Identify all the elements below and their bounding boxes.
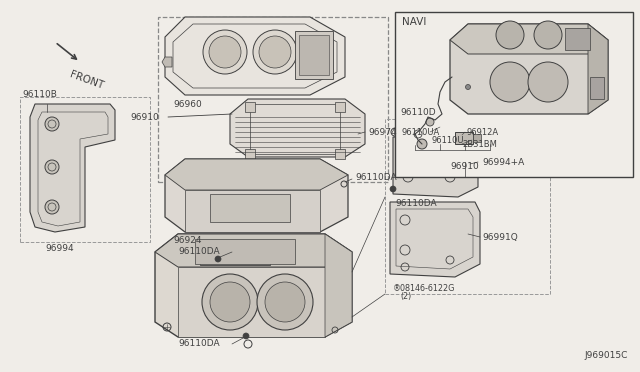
Bar xyxy=(295,31,333,79)
Polygon shape xyxy=(155,234,352,337)
Circle shape xyxy=(465,84,470,90)
Circle shape xyxy=(490,62,530,102)
Text: 96960: 96960 xyxy=(173,100,202,109)
Bar xyxy=(195,239,295,264)
Bar xyxy=(158,17,388,182)
Polygon shape xyxy=(162,57,172,67)
Circle shape xyxy=(257,274,313,330)
Polygon shape xyxy=(450,24,608,54)
Text: 96994+A: 96994+A xyxy=(482,157,524,167)
Text: 96110D: 96110D xyxy=(400,108,436,117)
Text: 96110DA: 96110DA xyxy=(178,247,220,257)
Polygon shape xyxy=(230,99,365,157)
Bar xyxy=(565,28,590,50)
Text: 96110DA: 96110DA xyxy=(355,173,397,182)
Bar xyxy=(590,77,604,99)
Bar xyxy=(455,132,473,144)
Circle shape xyxy=(253,30,297,74)
Text: FRONT: FRONT xyxy=(68,69,104,90)
Text: (2): (2) xyxy=(400,292,412,301)
Bar xyxy=(299,35,329,75)
Bar xyxy=(245,149,255,159)
Bar xyxy=(250,104,340,154)
Bar xyxy=(335,149,345,159)
Circle shape xyxy=(259,36,291,68)
Circle shape xyxy=(202,274,258,330)
Text: 96110U: 96110U xyxy=(432,135,465,144)
Circle shape xyxy=(215,256,221,262)
Bar xyxy=(385,119,550,294)
Circle shape xyxy=(203,30,247,74)
Polygon shape xyxy=(393,137,478,197)
Circle shape xyxy=(45,160,59,174)
Bar xyxy=(245,102,255,112)
Text: 96974: 96974 xyxy=(368,128,397,137)
Bar xyxy=(210,194,290,222)
Text: 96991Q: 96991Q xyxy=(482,232,518,241)
Circle shape xyxy=(528,62,568,102)
Polygon shape xyxy=(185,190,320,232)
Circle shape xyxy=(534,21,562,49)
Text: 96910: 96910 xyxy=(130,112,159,122)
Bar xyxy=(395,12,633,177)
Circle shape xyxy=(210,282,250,322)
Circle shape xyxy=(265,282,305,322)
Polygon shape xyxy=(165,159,348,190)
Polygon shape xyxy=(178,267,325,337)
Polygon shape xyxy=(165,17,345,95)
Polygon shape xyxy=(588,24,608,114)
Text: 96924: 96924 xyxy=(173,236,202,245)
Circle shape xyxy=(45,117,59,131)
Text: 96110B: 96110B xyxy=(22,90,57,99)
Bar xyxy=(205,244,265,262)
Circle shape xyxy=(45,200,59,214)
Bar xyxy=(20,97,150,242)
Polygon shape xyxy=(30,104,115,232)
Circle shape xyxy=(209,36,241,68)
Polygon shape xyxy=(450,24,608,114)
Polygon shape xyxy=(325,234,352,337)
Text: J969015C: J969015C xyxy=(584,351,628,360)
Bar xyxy=(473,134,481,142)
Text: 2B31BM: 2B31BM xyxy=(462,140,497,148)
Text: 96910: 96910 xyxy=(450,162,479,171)
Circle shape xyxy=(417,139,427,149)
Circle shape xyxy=(426,118,434,126)
Bar xyxy=(335,102,345,112)
Text: 96110UA: 96110UA xyxy=(402,128,440,137)
Polygon shape xyxy=(165,159,348,232)
Bar xyxy=(200,240,270,265)
Text: 96994: 96994 xyxy=(45,244,74,253)
Polygon shape xyxy=(155,234,352,267)
Text: 96110DA: 96110DA xyxy=(395,199,436,208)
Text: 96912A: 96912A xyxy=(467,128,499,137)
Polygon shape xyxy=(390,202,480,277)
Text: 96110DA: 96110DA xyxy=(178,340,220,349)
Text: ®08146-6122G: ®08146-6122G xyxy=(393,284,456,293)
Text: NAVI: NAVI xyxy=(402,17,426,27)
Circle shape xyxy=(390,186,396,192)
Circle shape xyxy=(496,21,524,49)
Circle shape xyxy=(243,333,249,339)
